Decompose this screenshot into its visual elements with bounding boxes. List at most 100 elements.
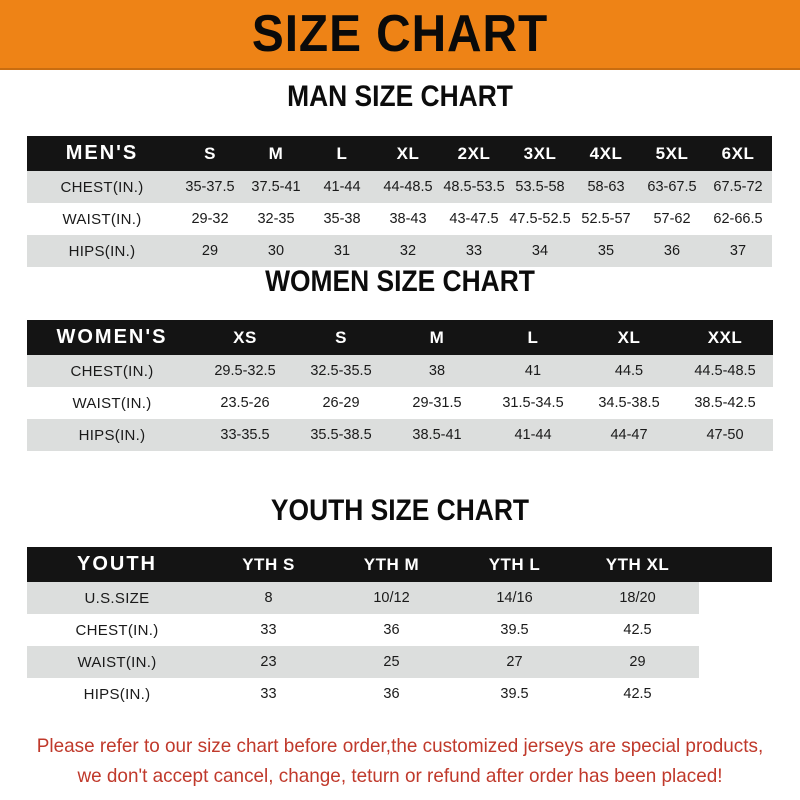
men-size-column-header: 2XL xyxy=(441,136,507,171)
measurement-cell: 30 xyxy=(243,235,309,267)
measurement-cell: 26-29 xyxy=(293,387,389,419)
row-label: WAIST(IN.) xyxy=(27,203,177,235)
table-row: CHEST(IN.) 35-37.5 37.5-41 41-44 44-48.5 48.5… xyxy=(27,171,772,203)
youth-size-column-header: YTH L xyxy=(453,547,576,582)
row-filler xyxy=(699,582,772,614)
row-label: U.S.SIZE xyxy=(27,582,207,614)
measurement-cell: 44-48.5 xyxy=(375,171,441,203)
women-header-label: WOMEN'S xyxy=(27,320,197,355)
measurement-cell: 44-47 xyxy=(581,419,677,451)
measurement-cell: 48.5-53.5 xyxy=(441,171,507,203)
row-label: HIPS(IN.) xyxy=(27,419,197,451)
row-label: WAIST(IN.) xyxy=(27,646,207,678)
men-table-header-row: MEN'S S M L XL 2XL 3XL 4XL 5XL 6XL xyxy=(27,136,772,171)
measurement-cell: 38 xyxy=(389,355,485,387)
measurement-cell: 29 xyxy=(576,646,699,678)
measurement-cell: 38.5-42.5 xyxy=(677,387,773,419)
men-size-column-header: 5XL xyxy=(639,136,705,171)
men-size-column-header: 3XL xyxy=(507,136,573,171)
row-label: HIPS(IN.) xyxy=(27,678,207,710)
measurement-cell: 47-50 xyxy=(677,419,773,451)
measurement-cell: 38-43 xyxy=(375,203,441,235)
men-header-label: MEN'S xyxy=(27,136,177,171)
measurement-cell: 33 xyxy=(207,678,330,710)
table-row: WAIST(IN.) 23 25 27 29 xyxy=(27,646,772,678)
measurement-cell: 36 xyxy=(639,235,705,267)
measurement-cell: 29-31.5 xyxy=(389,387,485,419)
footer-line-2: we don't accept cancel, change, teturn o… xyxy=(77,765,723,787)
measurement-cell: 35-37.5 xyxy=(177,171,243,203)
men-header-filler xyxy=(771,136,772,171)
measurement-cell: 10/12 xyxy=(330,582,453,614)
measurement-cell: 27 xyxy=(453,646,576,678)
men-size-column-header: L xyxy=(309,136,375,171)
men-size-column-header: M xyxy=(243,136,309,171)
table-row: WAIST(IN.) 29-32 32-35 35-38 38-43 43-47.5 47.… xyxy=(27,203,772,235)
women-size-column-header: S xyxy=(293,320,389,355)
measurement-cell: 31.5-34.5 xyxy=(485,387,581,419)
section-title-women: WOMEN SIZE CHART xyxy=(265,265,535,298)
section-title-man: MAN SIZE CHART xyxy=(287,80,513,113)
youth-header-filler xyxy=(699,547,772,582)
footer-line-1: Please refer to our size chart before or… xyxy=(36,735,764,757)
row-label: HIPS(IN.) xyxy=(27,235,177,267)
measurement-cell: 42.5 xyxy=(576,614,699,646)
measurement-cell: 23 xyxy=(207,646,330,678)
measurement-cell: 35 xyxy=(573,235,639,267)
measurement-cell: 34 xyxy=(507,235,573,267)
women-size-column-header: L xyxy=(485,320,581,355)
row-label: WAIST(IN.) xyxy=(27,387,197,419)
page-title: SIZE CHART xyxy=(251,5,549,63)
women-size-column-header: XS xyxy=(197,320,293,355)
measurement-cell: 43-47.5 xyxy=(441,203,507,235)
row-filler xyxy=(771,171,772,203)
measurement-cell: 35-38 xyxy=(309,203,375,235)
measurement-cell: 38.5-41 xyxy=(389,419,485,451)
men-size-table: MEN'S S M L XL 2XL 3XL 4XL 5XL 6XL CHEST(IN.) 35-37… xyxy=(27,136,772,267)
measurement-cell: 53.5-58 xyxy=(507,171,573,203)
men-size-column-header: 6XL xyxy=(705,136,771,171)
measurement-cell: 25 xyxy=(330,646,453,678)
measurement-cell: 33-35.5 xyxy=(197,419,293,451)
women-size-column-header: M xyxy=(389,320,485,355)
measurement-cell: 35.5-38.5 xyxy=(293,419,389,451)
row-filler xyxy=(771,235,772,267)
measurement-cell: 44.5-48.5 xyxy=(677,355,773,387)
youth-header-label: YOUTH xyxy=(27,547,207,582)
measurement-cell: 57-62 xyxy=(639,203,705,235)
youth-size-column-header: YTH XL xyxy=(576,547,699,582)
banner: SIZE CHART xyxy=(0,0,800,70)
men-size-column-header: XL xyxy=(375,136,441,171)
measurement-cell: 29 xyxy=(177,235,243,267)
measurement-cell: 34.5-38.5 xyxy=(581,387,677,419)
measurement-cell: 67.5-72 xyxy=(705,171,771,203)
measurement-cell: 29-32 xyxy=(177,203,243,235)
measurement-cell: 29.5-32.5 xyxy=(197,355,293,387)
men-size-column-header: S xyxy=(177,136,243,171)
youth-size-table: YOUTH YTH S YTH M YTH L YTH XL U.S.SIZE 8 10/12… xyxy=(27,547,772,710)
measurement-cell: 14/16 xyxy=(453,582,576,614)
measurement-cell: 41 xyxy=(485,355,581,387)
table-row: U.S.SIZE 8 10/12 14/16 18/20 xyxy=(27,582,772,614)
measurement-cell: 39.5 xyxy=(453,678,576,710)
row-filler xyxy=(699,614,772,646)
measurement-cell: 18/20 xyxy=(576,582,699,614)
measurement-cell: 33 xyxy=(441,235,507,267)
measurement-cell: 47.5-52.5 xyxy=(507,203,573,235)
measurement-cell: 41-44 xyxy=(485,419,581,451)
measurement-cell: 32.5-35.5 xyxy=(293,355,389,387)
measurement-cell: 33 xyxy=(207,614,330,646)
measurement-cell: 41-44 xyxy=(309,171,375,203)
row-label: CHEST(IN.) xyxy=(27,171,177,203)
measurement-cell: 36 xyxy=(330,678,453,710)
youth-size-column-header: YTH M xyxy=(330,547,453,582)
table-row: HIPS(IN.) 33 36 39.5 42.5 xyxy=(27,678,772,710)
women-table-header-row: WOMEN'S XS S M L XL XXL xyxy=(27,320,773,355)
youth-table-header-row: YOUTH YTH S YTH M YTH L YTH XL xyxy=(27,547,772,582)
measurement-cell: 37.5-41 xyxy=(243,171,309,203)
table-row: HIPS(IN.) 33-35.5 35.5-38.5 38.5-41 41-44 44-… xyxy=(27,419,773,451)
row-filler xyxy=(699,678,772,710)
measurement-cell: 8 xyxy=(207,582,330,614)
measurement-cell: 31 xyxy=(309,235,375,267)
